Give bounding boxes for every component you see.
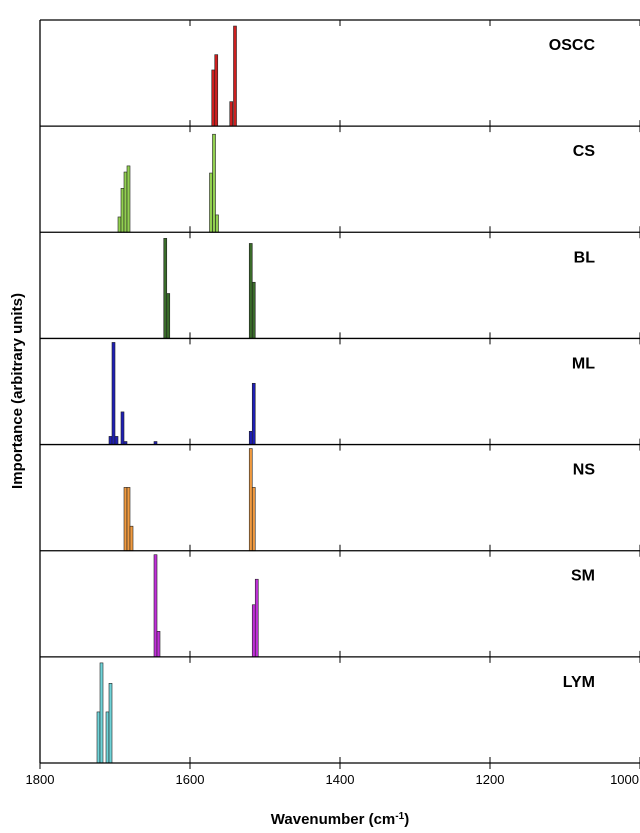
bar-oscc (214, 54, 219, 127)
bar-sm (251, 604, 256, 658)
x-axis-title: Wavenumber (cm-1) (271, 811, 409, 829)
bar-lym (108, 683, 113, 764)
panel-label-sm: SM (571, 568, 595, 585)
bar-cs (123, 171, 128, 233)
panel-sm: SM (39, 550, 640, 658)
panel-label-lym: LYM (563, 674, 595, 691)
bar-ml (111, 342, 116, 445)
bar-cs (120, 188, 125, 233)
bar-bl (248, 243, 253, 339)
x-tick-label: 1200 (476, 772, 505, 787)
bar-lym (96, 711, 101, 764)
bar-cs (215, 214, 219, 233)
panel-ml: ML (39, 337, 640, 445)
panel-label-oscc: OSCC (549, 37, 596, 54)
x-tick-label: 1400 (326, 772, 355, 787)
bar-bl (166, 293, 171, 339)
panel-bl: BL (39, 231, 640, 339)
bar-ml (120, 411, 125, 445)
bar-cs (209, 172, 213, 233)
x-tick-label: 1800 (26, 772, 55, 787)
bar-bl (163, 238, 168, 339)
bar-sm (254, 578, 259, 658)
bar-ns (251, 487, 256, 552)
bar-oscc (229, 101, 234, 127)
panel-ns: NS (39, 443, 640, 552)
x-tick-label: 1600 (176, 772, 205, 787)
bar-cs (117, 216, 122, 233)
bar-sm (156, 631, 161, 658)
bar-ml (248, 430, 253, 445)
bar-sm (153, 554, 158, 658)
y-axis-title: Importance (arbitrary units) (9, 293, 26, 489)
bar-ns (123, 487, 128, 552)
bar-lym (99, 662, 104, 764)
x-axis: 1800 1600 1400 1200 1000 (26, 20, 640, 787)
bar-ns (248, 448, 253, 552)
bar-oscc (233, 25, 237, 127)
panels: OSCC CS BL ML NS SM LYM (39, 19, 640, 764)
bar-bl (251, 281, 256, 339)
panel-lym: LYM (39, 656, 640, 764)
panel-cs: CS (39, 125, 640, 233)
bar-cs (126, 165, 131, 233)
x-tick-label: 1000 (610, 772, 639, 787)
bar-ml (114, 436, 119, 445)
panel-label-cs: CS (573, 143, 596, 160)
bar-ns (129, 525, 134, 552)
bar-ml (251, 382, 256, 445)
panel-label-ns: NS (573, 462, 596, 479)
bar-lym (105, 711, 110, 764)
bar-ml (108, 436, 113, 445)
panel-label-bl: BL (574, 249, 596, 266)
bar-cs (212, 133, 216, 233)
bar-ns (126, 487, 131, 552)
bar-oscc (211, 69, 216, 127)
panel-label-ml: ML (572, 355, 595, 372)
panel-oscc: OSCC (39, 19, 640, 127)
